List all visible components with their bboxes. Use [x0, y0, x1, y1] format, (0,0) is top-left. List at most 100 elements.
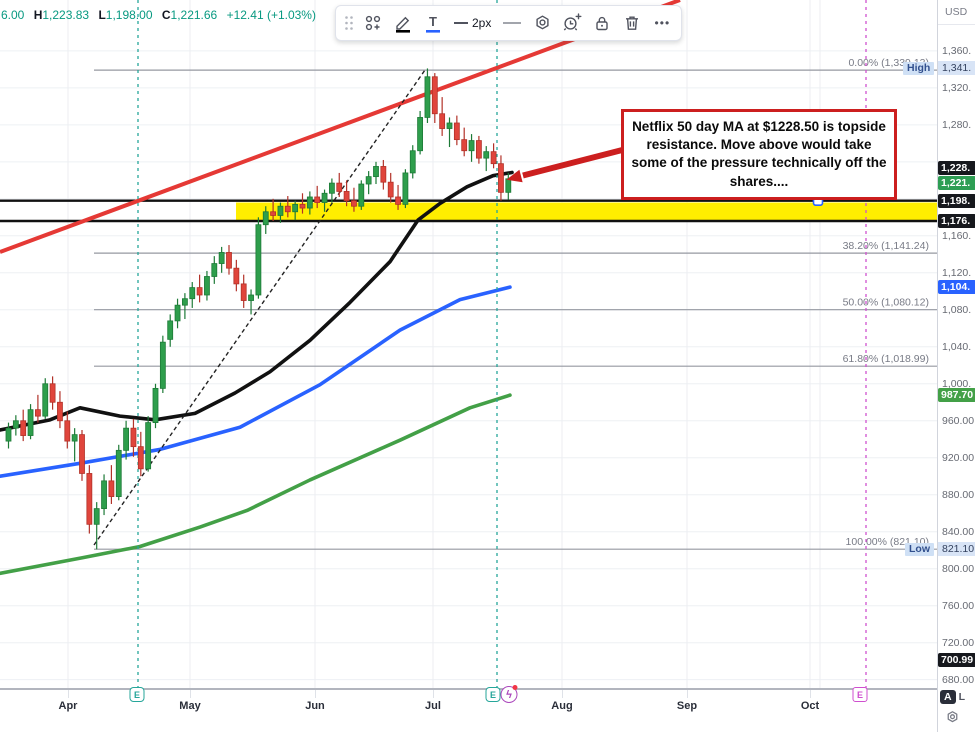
- candle[interactable]: [189, 282, 196, 308]
- axis-settings-gear-icon[interactable]: [945, 710, 960, 730]
- yellow-zone-drawing[interactable]: [236, 202, 937, 221]
- candle[interactable]: [115, 444, 122, 501]
- candle[interactable]: [387, 172, 394, 203]
- earnings-badge[interactable]: E: [485, 687, 501, 702]
- candle[interactable]: [262, 206, 269, 234]
- candle[interactable]: [167, 314, 174, 347]
- candle[interactable]: [439, 97, 446, 136]
- candle[interactable]: [358, 180, 365, 210]
- candle[interactable]: [446, 117, 453, 148]
- annotation-note[interactable]: Netflix 50 day MA at $1228.50 is topside…: [621, 109, 897, 200]
- candle[interactable]: [505, 172, 512, 200]
- candle[interactable]: [373, 161, 379, 185]
- candle[interactable]: [306, 191, 313, 215]
- add-alert-button[interactable]: [559, 10, 585, 36]
- future-earnings-badge[interactable]: E: [852, 687, 868, 702]
- candle[interactable]: [343, 180, 350, 207]
- candle[interactable]: [395, 184, 401, 210]
- candle[interactable]: [299, 193, 306, 214]
- color-picker-button[interactable]: [390, 10, 416, 36]
- candle[interactable]: [351, 187, 357, 212]
- candle[interactable]: [292, 200, 299, 221]
- drag-handle[interactable]: [342, 10, 356, 36]
- settings-button[interactable]: [529, 10, 555, 36]
- candle[interactable]: [468, 134, 475, 162]
- candle[interactable]: [490, 143, 497, 169]
- dashed-trendline-drawing[interactable]: [93, 69, 426, 546]
- candle[interactable]: [248, 289, 254, 315]
- candle[interactable]: [123, 420, 129, 460]
- price-tick: 960.00: [942, 414, 975, 427]
- candle[interactable]: [159, 335, 166, 394]
- flash-event-icon[interactable]: ϟ: [500, 685, 518, 703]
- candle[interactable]: [145, 416, 152, 472]
- candle[interactable]: [204, 270, 210, 301]
- candle[interactable]: [233, 259, 240, 292]
- ma-200-line[interactable]: [0, 393, 512, 576]
- more-options-button[interactable]: •••: [649, 10, 675, 36]
- candle[interactable]: [49, 376, 56, 410]
- candle[interactable]: [86, 465, 93, 534]
- candle[interactable]: [328, 178, 335, 203]
- price-axis[interactable]: USD 1,360. 1,320. 1,280. 1,160. 1,120. 1,080.…: [937, 0, 975, 732]
- candle[interactable]: [424, 68, 431, 123]
- candle[interactable]: [181, 293, 188, 320]
- candle[interactable]: [93, 502, 100, 550]
- line-style-button[interactable]: [499, 10, 525, 36]
- candle[interactable]: [42, 378, 49, 419]
- candle[interactable]: [20, 409, 27, 442]
- auto-scale-button[interactable]: A: [940, 690, 956, 704]
- candle[interactable]: [35, 394, 41, 423]
- candle[interactable]: [475, 135, 482, 164]
- candle[interactable]: [380, 159, 387, 190]
- candle[interactable]: [211, 256, 218, 284]
- candle[interactable]: [12, 415, 19, 436]
- delete-button[interactable]: [619, 10, 645, 36]
- candle[interactable]: [498, 155, 504, 201]
- candle[interactable]: [226, 245, 232, 275]
- earnings-badge[interactable]: E: [129, 687, 145, 702]
- candle[interactable]: [321, 189, 328, 212]
- ma-50-line[interactable]: [0, 170, 514, 432]
- candle[interactable]: [196, 274, 203, 303]
- ma-100-line[interactable]: [0, 285, 512, 479]
- candle[interactable]: [483, 146, 490, 172]
- candle[interactable]: [57, 391, 63, 429]
- candle[interactable]: [409, 145, 416, 179]
- arrow-shaft[interactable]: [522, 145, 631, 179]
- candle[interactable]: [453, 115, 460, 146]
- candlestick-plot[interactable]: 0.00% (1,339.13)38.20% (1,141.24)50.00% …: [0, 0, 937, 688]
- candle[interactable]: [5, 422, 12, 449]
- candle[interactable]: [284, 196, 291, 218]
- candle[interactable]: [277, 202, 284, 223]
- candle[interactable]: [461, 127, 468, 157]
- line-thickness-button[interactable]: 2px: [450, 10, 495, 36]
- red-trendline-drawing[interactable]: [0, 0, 681, 254]
- candle[interactable]: [365, 171, 372, 195]
- candle[interactable]: [64, 411, 71, 449]
- candle[interactable]: [130, 418, 137, 457]
- candle[interactable]: [255, 217, 262, 299]
- lock-button[interactable]: [589, 10, 615, 36]
- template-button[interactable]: [360, 10, 386, 36]
- candle[interactable]: [108, 465, 115, 504]
- candle[interactable]: [314, 185, 321, 209]
- text-color-button[interactable]: T: [420, 10, 446, 36]
- candle[interactable]: [101, 474, 107, 516]
- candle[interactable]: [137, 431, 144, 477]
- candle[interactable]: [270, 198, 277, 222]
- candle[interactable]: [402, 169, 409, 209]
- candle[interactable]: [240, 274, 247, 308]
- candle[interactable]: [27, 404, 34, 440]
- high-value: 1,223.83: [42, 8, 90, 22]
- candle[interactable]: [79, 430, 85, 481]
- candle[interactable]: [71, 428, 78, 462]
- candle[interactable]: [174, 298, 181, 329]
- candle[interactable]: [218, 246, 225, 273]
- candle[interactable]: [152, 383, 159, 429]
- log-scale-button[interactable]: L: [958, 691, 966, 703]
- candle[interactable]: [431, 73, 438, 123]
- candle[interactable]: [417, 110, 424, 155]
- candle[interactable]: [336, 172, 343, 197]
